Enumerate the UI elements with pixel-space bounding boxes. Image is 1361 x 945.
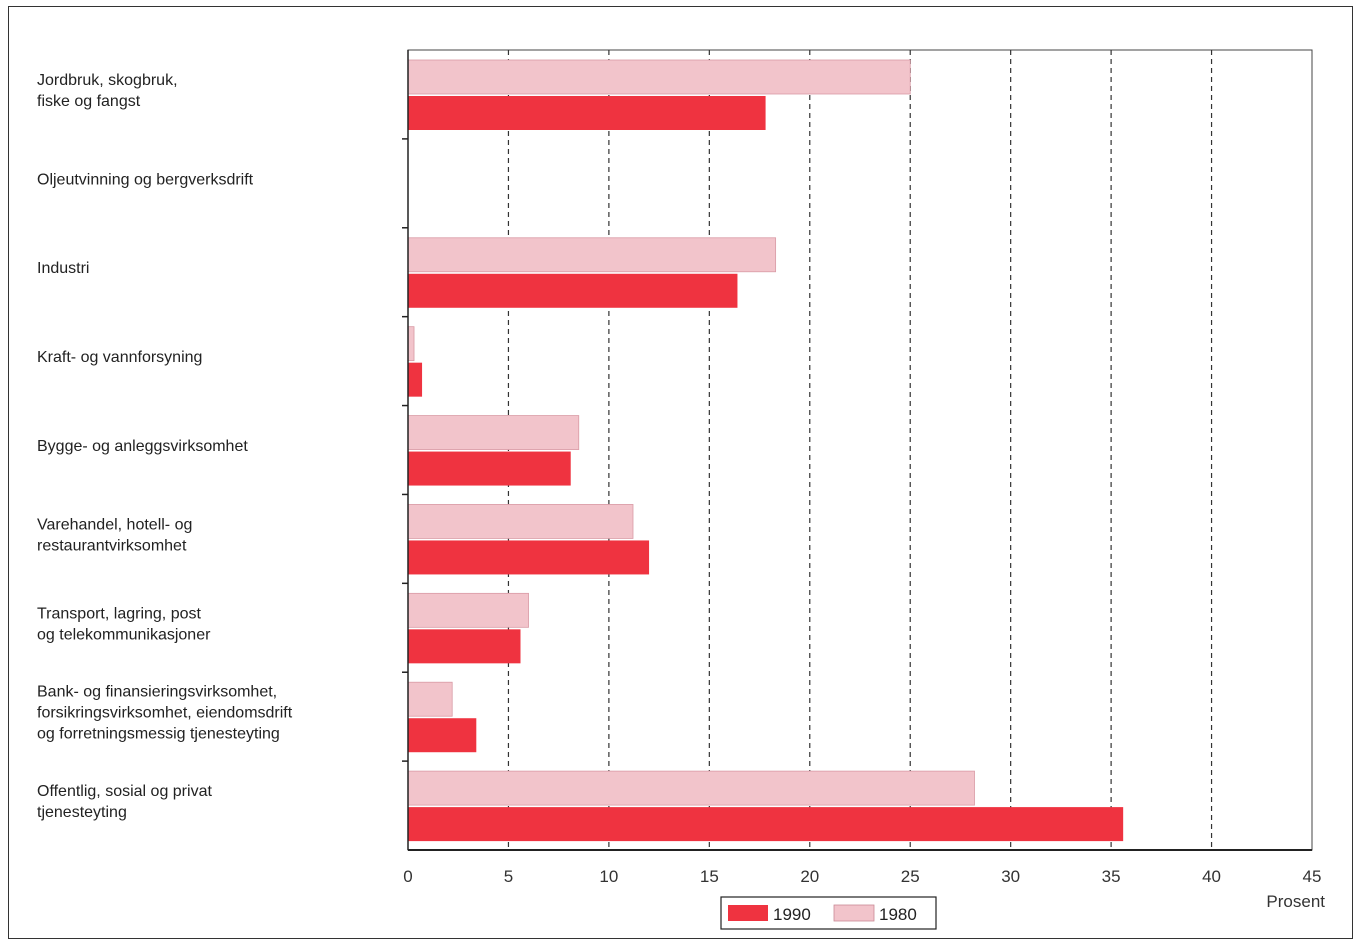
x-tick-label: 35: [1102, 867, 1121, 886]
bar-1990-8: [408, 807, 1124, 842]
bar-1990-4: [408, 451, 571, 486]
category-label: Offentlig, sosial og privat tjenesteyting: [37, 783, 212, 821]
category-label: Industri: [37, 260, 89, 277]
bar-1990-3: [408, 362, 423, 397]
bar-1980-4: [407, 415, 580, 450]
tick-labels: 0 5 10 15 20 25 30 35 40 45: [403, 867, 1321, 886]
category-label: Transport, lagring, post og telekommunika…: [37, 605, 211, 643]
x-tick-label: 30: [1001, 867, 1020, 886]
plot-area: [407, 49, 1313, 851]
x-axis-unit-label: Prosent: [1266, 892, 1325, 911]
chart-frame: [8, 6, 1353, 939]
legend-swatch-1990: [728, 905, 768, 921]
bar-1990-2: [408, 273, 738, 308]
bar-1980-0: [407, 59, 911, 95]
category-labels: Jordbruk, skogbruk, fiske og fangst Oljeut…: [37, 72, 293, 821]
bar-1980-3: [407, 326, 415, 362]
bar-1990-5: [408, 540, 650, 575]
x-tick-label: 5: [504, 867, 513, 886]
x-tick-label: 15: [700, 867, 719, 886]
legend-label-1990: 1990: [773, 905, 811, 924]
x-tick-label: 45: [1303, 867, 1322, 886]
bar-1990-0: [408, 96, 766, 130]
bar-1980-8: [407, 770, 975, 806]
x-tick-label: 20: [800, 867, 819, 886]
bar-1990-6: [408, 629, 521, 664]
x-tick-label: 25: [901, 867, 920, 886]
category-label: Bygge- og anleggsvirksomhet: [37, 438, 248, 455]
x-tick-label: 40: [1202, 867, 1221, 886]
legend: 1990 1980: [720, 896, 937, 930]
legend-swatch-1980: [833, 904, 875, 922]
x-tick-label: 0: [403, 867, 412, 886]
bar-1980-2: [407, 237, 777, 273]
category-label: Oljeutvinning og bergverksdrift: [37, 171, 254, 188]
bars: [407, 59, 1124, 842]
bar-1990-7: [408, 718, 477, 753]
bar-1980-5: [407, 504, 634, 539]
legend-label-1980: 1980: [879, 905, 917, 924]
bar-1980-6: [407, 592, 529, 628]
axes: [402, 50, 1312, 851]
x-tick-label: 10: [599, 867, 618, 886]
bar-1980-7: [407, 681, 453, 717]
category-label: Kraft- og vannforsyning: [37, 349, 202, 366]
grid-lines: [507, 50, 1213, 850]
category-label: Jordbruk, skogbruk, fiske og fangst: [37, 72, 178, 110]
category-label: Bank- og finansieringsvirksomhet, forsikr…: [37, 684, 293, 743]
category-label: Varehandel, hotell- og restaurantvirksomh…: [37, 516, 192, 554]
